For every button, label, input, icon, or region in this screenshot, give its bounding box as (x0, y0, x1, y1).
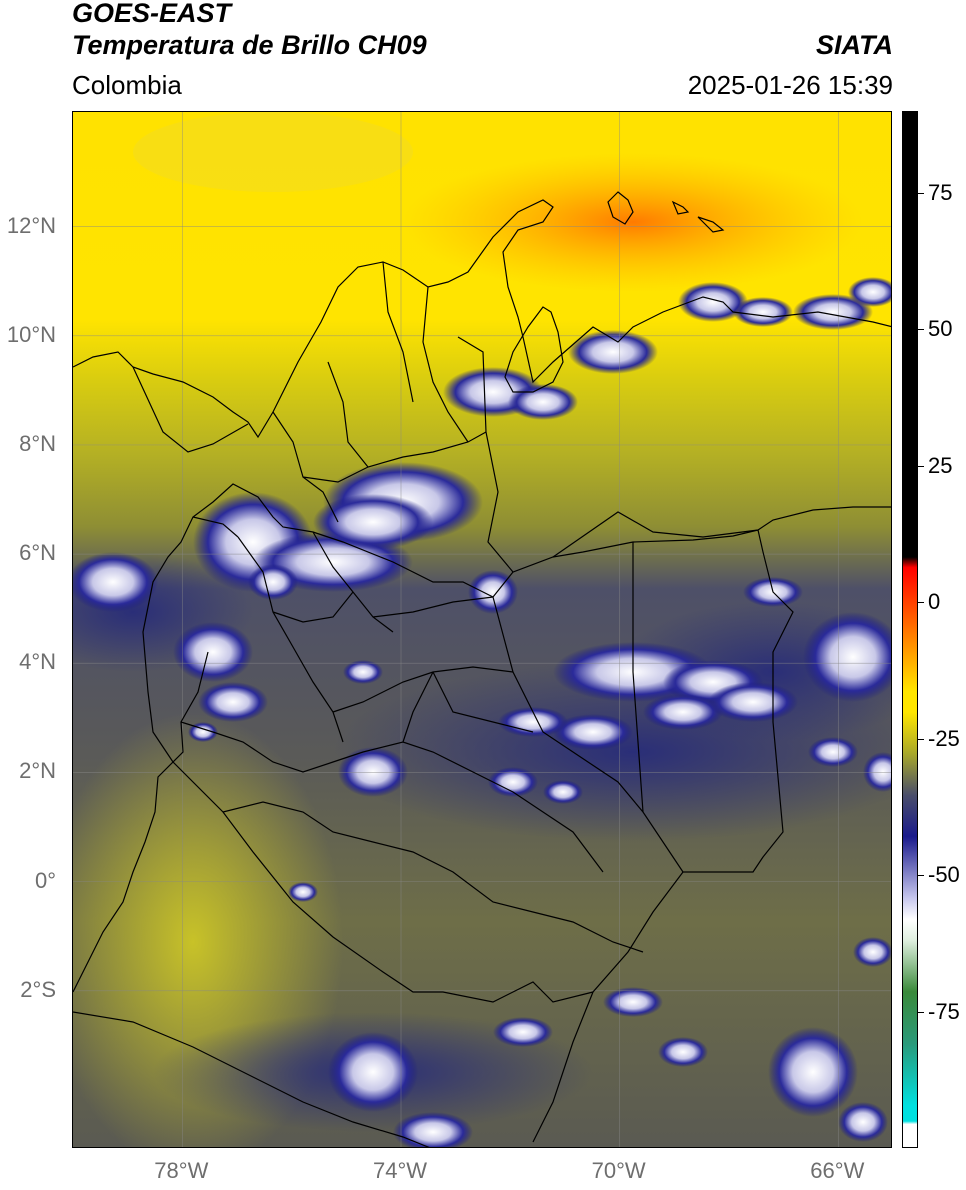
lake-maracaibo (504, 306, 564, 393)
convective-cloud (498, 707, 568, 737)
colorbar-tick (918, 738, 924, 740)
colombia-border (132, 336, 794, 873)
country-borders (73, 191, 891, 1147)
convective-cloud (678, 282, 748, 322)
latitude-tick-label: 8°N (19, 430, 56, 456)
colorbar-tick (918, 602, 924, 604)
colorbar-tick-label: -25 (928, 725, 960, 751)
satellite-title: GOES-EAST (72, 0, 232, 28)
colorbar-tick (918, 465, 924, 467)
convective-cloud (733, 297, 793, 327)
convective-cloud (838, 1102, 888, 1142)
convective-cloud (173, 622, 253, 682)
convective-cloud (288, 882, 318, 902)
convective-cloud (328, 1032, 418, 1112)
convective-cloud (343, 660, 383, 684)
warm-area (133, 112, 413, 192)
colorbar-gradient (903, 112, 917, 1147)
convective-cloud (568, 330, 658, 374)
convective-cloud (603, 987, 663, 1017)
colorbar-tick-label: -50 (928, 862, 960, 888)
colorbar-tick (918, 192, 924, 194)
convective-cloud (708, 682, 798, 722)
convective-cloud (658, 1037, 708, 1067)
latitude-tick-label: 2°N (19, 758, 56, 784)
latitude-tick-label: 10°N (6, 321, 56, 347)
colorbar-tick-label: -75 (928, 998, 960, 1024)
colorbar-tick (918, 1011, 924, 1013)
region-label: Colombia (72, 70, 182, 100)
cloud-layer (73, 277, 891, 1147)
convective-cloud (768, 1027, 858, 1117)
longitude-tick-label: 74°W (372, 1158, 428, 1183)
latitude-tick-label: 12°N (6, 212, 56, 238)
product-title: Temperatura de Brillo CH09 (72, 30, 427, 60)
venezuela-border (552, 506, 891, 558)
map-canvas (73, 112, 891, 1147)
colorbar-tick-label: 50 (928, 316, 953, 342)
coastline (73, 199, 891, 439)
lat-lon-grid (73, 112, 891, 1147)
convective-cloud (553, 714, 633, 750)
convective-cloud (488, 767, 538, 797)
convective-cloud (808, 737, 858, 767)
convective-cloud (338, 747, 408, 797)
convective-cloud (508, 384, 578, 420)
colorbar-tick-label: 25 (928, 452, 953, 478)
colorbar-tick-label: 75 (928, 179, 953, 205)
convective-cloud (848, 277, 891, 307)
islands (607, 191, 725, 233)
longitude-tick-label: 78°W (154, 1158, 209, 1183)
timestamp-label: 2025-01-26 15:39 (687, 70, 893, 100)
latitude-tick-label: 0° (34, 867, 56, 893)
pacific-coast (73, 651, 209, 993)
convective-cloud (393, 1112, 473, 1147)
convective-cloud (863, 752, 891, 792)
satellite-map (72, 111, 892, 1148)
peru-border (73, 761, 594, 1147)
colorbar-tick (918, 329, 924, 331)
convective-cloud (853, 937, 891, 967)
convective-cloud (73, 552, 158, 612)
department-borders (180, 261, 644, 953)
convective-cloud (543, 780, 583, 804)
longitude-tick-label: 70°W (591, 1158, 646, 1183)
latitude-tick-label: 6°N (19, 540, 56, 566)
latitude-tick-label: 2°S (20, 976, 56, 1002)
convective-cloud (198, 682, 268, 722)
convective-cloud (643, 694, 723, 730)
latitude-tick-label: 4°N (19, 649, 56, 675)
convective-cloud (793, 294, 873, 330)
colorbar-tick-label: 0 (928, 589, 941, 615)
colorbar-tick (918, 875, 924, 877)
longitude-tick-label: 66°W (810, 1158, 865, 1183)
convective-cloud (468, 570, 518, 614)
warm-area (403, 152, 863, 292)
convective-cloud (493, 1017, 553, 1047)
agency-label: SIATA (816, 30, 893, 60)
convective-cloud (248, 564, 298, 600)
convective-cloud (313, 494, 433, 550)
colorbar (902, 111, 918, 1148)
convective-cloud (803, 612, 891, 702)
